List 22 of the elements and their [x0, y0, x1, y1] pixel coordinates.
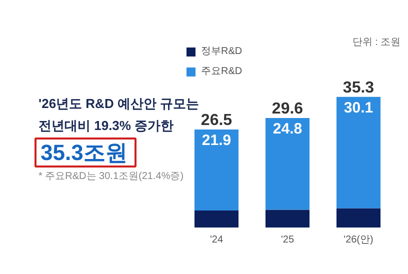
legend-label: 주요R&D — [201, 65, 242, 78]
bar — [194, 210, 239, 228]
total-label: 35.3 — [342, 79, 374, 96]
x-tick-label: '25 — [280, 234, 294, 246]
annotation: '26년도 R&D 예산안 규모는 — [38, 96, 200, 111]
x-tick-label: '24 — [210, 234, 224, 246]
bar — [336, 208, 381, 228]
annotation: * 주요R&D는 30.1조원(21.4%증) — [38, 171, 184, 182]
text: 단위 : 조원 — [352, 37, 401, 48]
total-label: 26.5 — [200, 112, 232, 130]
bar — [265, 118, 310, 210]
x-tick-label: '26(안) — [344, 234, 374, 246]
text: 35.3조원 — [40, 140, 128, 165]
bar — [265, 210, 310, 228]
legend-label: 정부R&D — [201, 45, 242, 58]
text: 전년대비 19.3% 증가한 — [38, 118, 174, 133]
data-label: 21.9 — [202, 132, 232, 149]
bar — [194, 129, 239, 210]
data-label: 30.1 — [344, 99, 374, 116]
data-label: 24.8 — [272, 120, 302, 138]
total-label: 29.6 — [272, 100, 304, 118]
bar — [336, 96, 381, 208]
